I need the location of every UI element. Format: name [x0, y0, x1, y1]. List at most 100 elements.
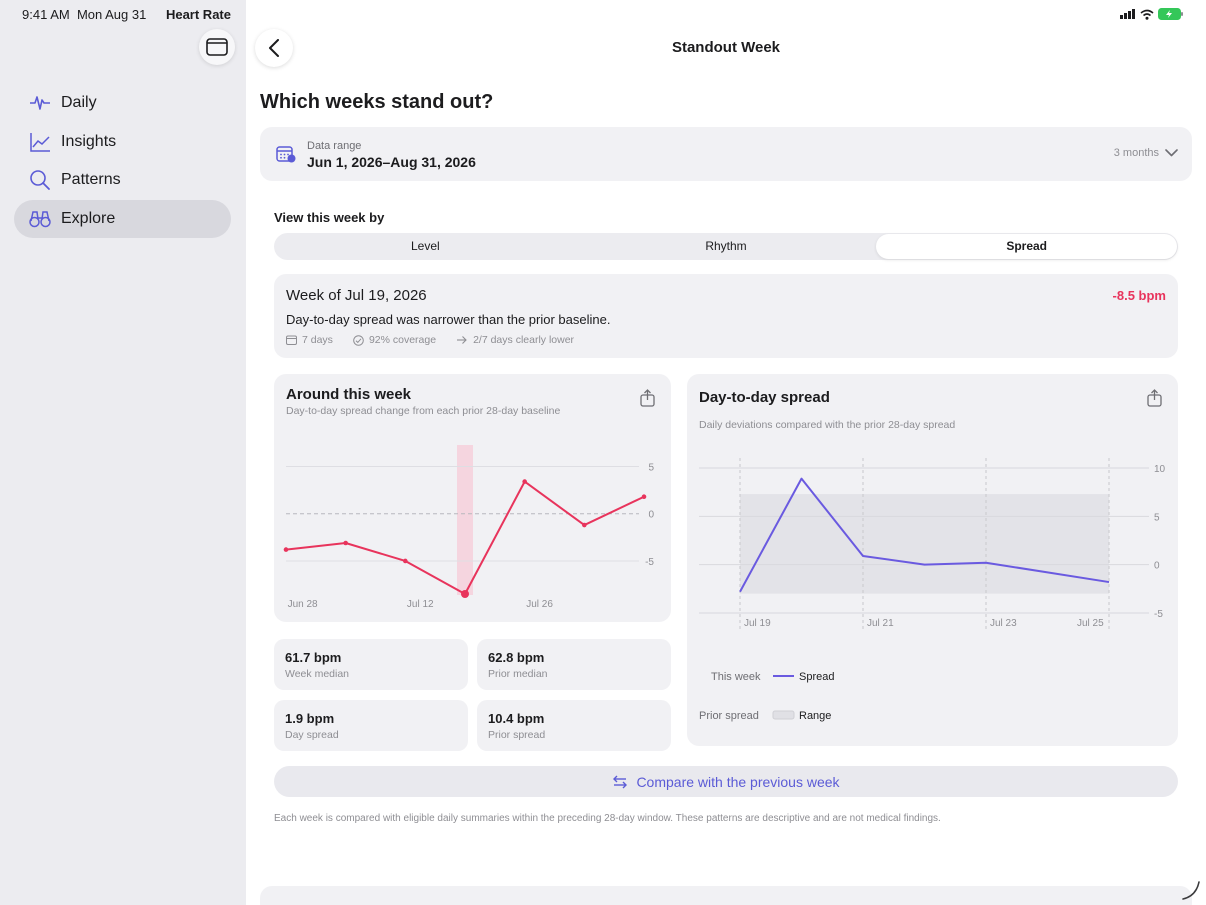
y-tick-label: 0 — [648, 510, 654, 521]
sidebar-item-patterns[interactable]: Patterns — [14, 161, 231, 199]
wifi-icon — [1140, 9, 1154, 20]
page-title: Which weeks stand out? — [260, 91, 494, 113]
disclaimer-text: Each week is compared with eligible dail… — [274, 813, 941, 824]
stat-week-median: 61.7 bpm Week median — [274, 639, 468, 690]
sidebar-item-label: Daily — [61, 94, 97, 111]
y-tick-label: 10 — [1154, 464, 1166, 475]
view-by-segmented-control: Level Rhythm Spread — [274, 233, 1178, 260]
nav-title: Standout Week — [671, 39, 781, 56]
series-line — [739, 477, 1110, 593]
calendar-icon — [276, 146, 296, 163]
legend-spread: Spread — [799, 671, 834, 683]
around-week-chart: 5 0 -5 Jun 28 Jul 12 Jul 26 — [283, 445, 654, 610]
stat-label: Prior spread — [488, 729, 546, 741]
around-week-title: Around this week — [286, 386, 412, 403]
data-range-label: Data range — [307, 140, 362, 152]
spread-card: Day-to-day spread Daily deviations compa… — [687, 374, 1178, 746]
spread-title: Day-to-day spread — [699, 389, 830, 406]
data-point — [522, 479, 527, 484]
sidebar-item-label: Patterns — [61, 171, 121, 188]
compare-previous-week-button[interactable]: Compare with the previous week — [274, 766, 1178, 797]
segment-rhythm[interactable]: Rhythm — [705, 239, 747, 253]
range-selector[interactable]: 3 months — [1114, 147, 1178, 159]
legend-range: Range — [799, 710, 831, 722]
binoculars-icon — [29, 210, 51, 227]
legend-range-swatch — [772, 710, 795, 720]
data-point — [641, 494, 647, 500]
next-card-preview — [260, 886, 1192, 905]
around-week-card: Around this week Day-to-day spread chang… — [274, 374, 671, 622]
chevron-down-icon — [1165, 149, 1178, 157]
stat-prior-median: 62.8 bpm Prior median — [477, 639, 671, 690]
sidebar-item-explore[interactable]: Explore — [14, 199, 231, 238]
sidebar-item-insights[interactable]: Insights — [14, 123, 231, 161]
stat-value: 1.9 bpm — [285, 711, 335, 726]
main-content: Standout Week Which weeks stand out? Dat… — [246, 0, 1206, 905]
x-tick-label: Jul 12 — [407, 599, 434, 610]
data-point — [403, 558, 408, 564]
view-by-label: View this week by — [274, 210, 385, 225]
battery-icon — [1158, 8, 1183, 20]
status-date: Mon Aug 31 — [76, 7, 147, 22]
week-lower-days: 2/7 days clearly lower — [473, 334, 575, 346]
x-tick-label: Jul 26 — [526, 599, 553, 610]
stat-value: 61.7 bpm — [285, 650, 342, 665]
x-tick-label: Jul 19 — [744, 618, 771, 629]
swap-arrows-icon — [613, 775, 628, 788]
y-tick-label: 5 — [648, 463, 654, 474]
spread-subtitle: Daily deviations compared with the prior… — [699, 419, 956, 431]
resize-handle-icon[interactable] — [1180, 879, 1202, 901]
week-title: Week of Jul 19, 2026 — [286, 287, 427, 304]
status-time: 9:41 AM — [22, 7, 70, 22]
data-point — [343, 540, 348, 546]
sidebar-item-daily[interactable]: Daily — [14, 84, 231, 122]
sidebar-item-label: Explore — [61, 209, 116, 227]
week-description: Day-to-day spread was narrower than the … — [286, 312, 611, 327]
share-icon[interactable] — [640, 389, 655, 407]
stat-label: Week median — [285, 668, 350, 680]
x-tick-label: Jul 21 — [867, 618, 894, 629]
calendar-icon — [286, 335, 297, 345]
sidebar-toggle-button[interactable] — [199, 29, 235, 65]
data-point — [582, 522, 587, 528]
y-tick-label: -5 — [1154, 609, 1163, 620]
app-name: Heart Rate — [165, 7, 231, 22]
highlight-band — [457, 445, 473, 595]
sidebar: 9:41 AM Mon Aug 31 Heart Rate Daily Insi… — [0, 0, 246, 905]
line-chart-icon — [30, 132, 50, 152]
around-week-subtitle: Day-to-day spread change from each prior… — [286, 405, 561, 417]
x-tick-label: Jul 25 — [1077, 618, 1104, 629]
arrow-right-icon — [457, 336, 467, 344]
segment-level[interactable]: Level — [410, 239, 440, 253]
stat-value: 10.4 bpm — [488, 711, 545, 726]
data-point — [283, 547, 289, 552]
stat-label: Prior median — [488, 668, 548, 680]
data-range-card[interactable]: Data range Jun 1, 2026–Aug 31, 2026 3 mo… — [260, 127, 1192, 181]
legend-this-week: This week — [711, 671, 761, 683]
week-meta: 7 days 92% coverage 2/7 days clearly low… — [286, 334, 574, 346]
legend-prior-spread: Prior spread — [699, 710, 759, 722]
back-button[interactable] — [255, 29, 293, 67]
chevron-left-icon — [269, 39, 279, 57]
cellular-icon — [1120, 9, 1135, 19]
y-tick-label: 5 — [1154, 512, 1160, 523]
status-bar-left: 9:41 AM Mon Aug 31 Heart Rate — [22, 7, 231, 22]
stat-prior-spread: 10.4 bpm Prior spread — [477, 700, 671, 751]
sidebar-nav: Daily Insights Patterns Explore — [14, 84, 231, 238]
stat-day-spread: 1.9 bpm Day spread — [274, 700, 468, 751]
spread-chart: 10 5 0 -5 Jul 19 Jul 21 Jul 23 Jul 25 This week S… — [699, 458, 1166, 722]
checkmark-circle-icon — [353, 334, 364, 346]
share-icon[interactable] — [1147, 389, 1162, 407]
sidebar-icon — [206, 38, 228, 56]
segment-spread[interactable]: Spread — [876, 234, 1178, 259]
data-range-value: Jun 1, 2026–Aug 31, 2026 — [307, 154, 476, 170]
x-tick-label: Jun 28 — [288, 599, 318, 610]
search-icon — [30, 170, 50, 190]
range-selector-label: 3 months — [1113, 147, 1159, 159]
status-bar-right — [1120, 8, 1184, 20]
y-tick-label: 0 — [1154, 561, 1160, 572]
week-summary-card: Week of Jul 19, 2026 -8.5 bpm Day-to-day… — [274, 274, 1178, 358]
data-point — [461, 590, 469, 598]
week-days: 7 days — [302, 334, 333, 346]
sidebar-item-label: Insights — [61, 132, 117, 150]
